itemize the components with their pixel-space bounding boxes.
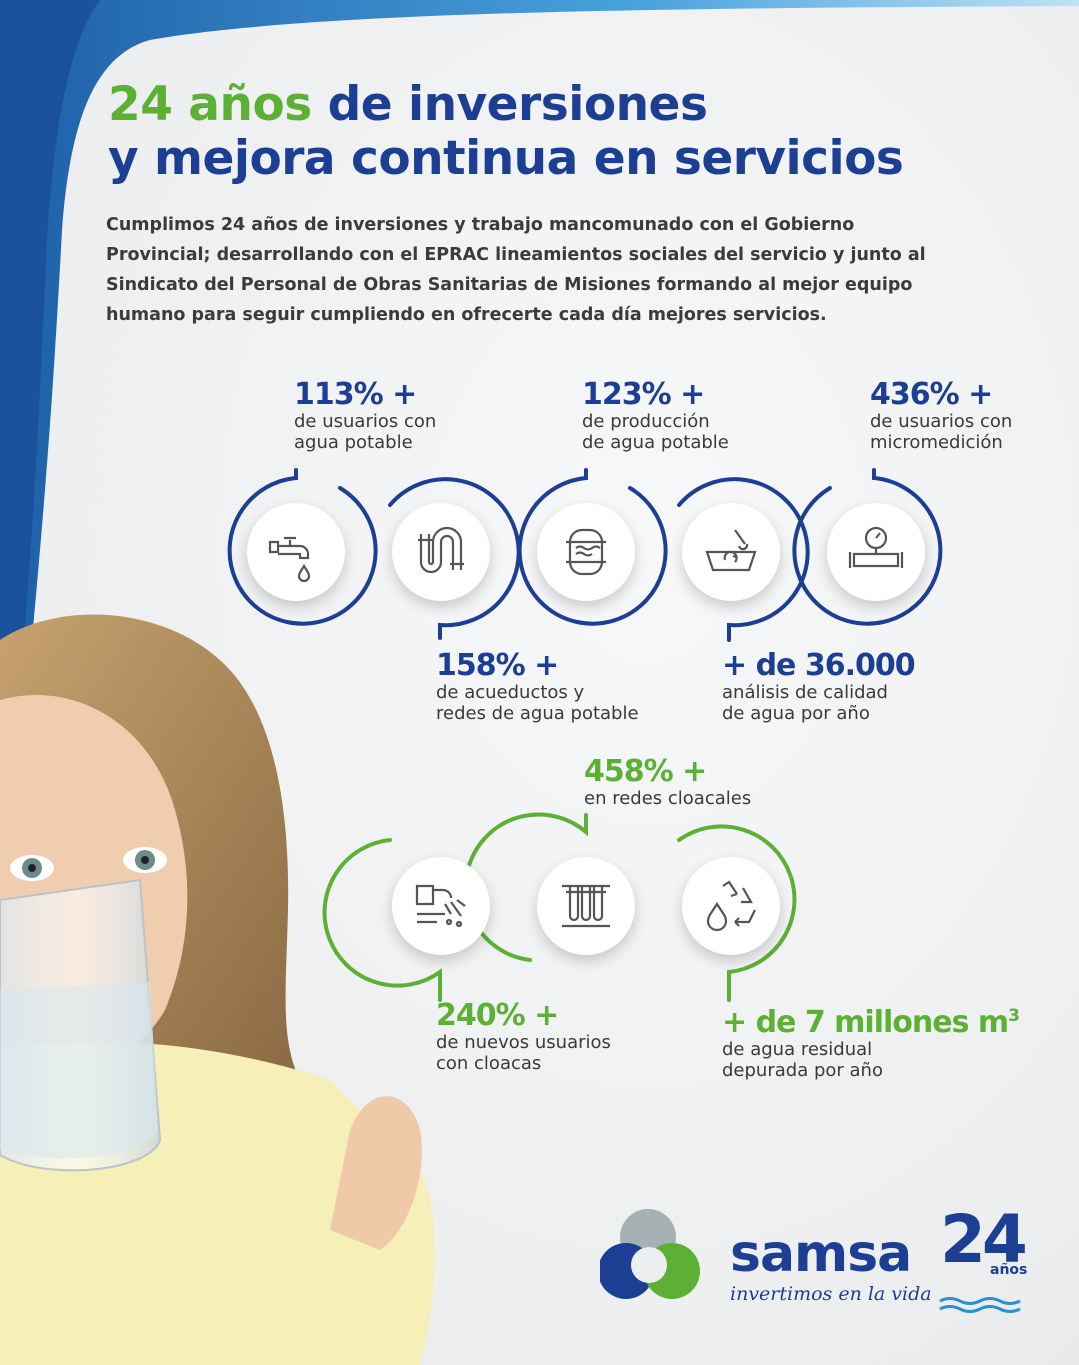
- stat-description: de usuarios con micromedición: [870, 411, 1012, 453]
- stat-water-users: 113% + de usuarios con agua potable: [294, 377, 436, 454]
- lab-analysis-icon: [682, 503, 780, 601]
- stat-desc-line: de usuarios con: [870, 411, 1013, 432]
- stat-description: análisis de calidad de agua por año: [722, 682, 915, 724]
- stat-desc-line: de producción: [582, 411, 710, 432]
- stat-desc-line: de agua residual: [722, 1039, 873, 1060]
- stat-description: en redes cloacales: [584, 788, 751, 809]
- anniversary-word: años: [990, 1262, 1028, 1278]
- sewer-outlet-icon: [392, 857, 490, 955]
- ring-connector: [227, 468, 378, 626]
- title-highlight: 24 años: [108, 77, 312, 132]
- ring-connector: [322, 838, 442, 1002]
- brand-tagline: invertimos en la vida: [730, 1283, 932, 1305]
- page-title: 24 años de inversiones y mejora continua…: [108, 77, 904, 186]
- stat-desc-line: de agua potable: [582, 432, 729, 453]
- stat-desc-line: depurada por año: [722, 1060, 883, 1081]
- title-line1: de inversiones: [311, 77, 708, 132]
- stat-value: 158% +: [436, 648, 559, 683]
- stat-value: + de 7 millones m3: [722, 1000, 1020, 1040]
- ring-connector: [792, 468, 943, 626]
- water-tank-icon: [537, 503, 635, 601]
- stat-quality-analysis: + de 36.000 análisis de calidad de agua …: [722, 648, 916, 725]
- stat-desc-line: de usuarios con: [294, 411, 437, 432]
- stat-value: 458% +: [584, 754, 707, 789]
- stat-desc-line: análisis de calidad: [722, 682, 888, 703]
- stat-value: + de 36.000: [722, 648, 916, 683]
- faucet-icon: [247, 503, 345, 601]
- ring-connector: [463, 812, 588, 962]
- water-meter-icon: [827, 503, 925, 601]
- stat-desc-line: con cloacas: [436, 1053, 542, 1074]
- intro-paragraph: Cumplimos 24 años de inversiones y traba…: [106, 210, 966, 330]
- intro-line: Sindicato del Personal de Obras Sanitari…: [106, 275, 913, 295]
- stat-sewer-users: 240% + de nuevos usuarios con cloacas: [436, 998, 611, 1075]
- sewer-network-icon: [537, 857, 635, 955]
- stat-desc-line: de acueductos y: [436, 682, 585, 703]
- stat-desc-line: redes de agua potable: [436, 703, 639, 724]
- stat-description: de nuevos usuarios con cloacas: [436, 1032, 611, 1074]
- stat-desc-line: agua potable: [294, 432, 413, 453]
- intro-line: humano para seguir cumpliendo en ofrecer…: [106, 305, 827, 325]
- intro-line: Provincial; desarrollando con el EPRAC l…: [106, 245, 926, 265]
- stat-value: 436% +: [870, 377, 993, 412]
- stat-aqueducts: 158% + de acueductos y redes de agua pot…: [436, 648, 639, 725]
- stat-description: de producción de agua potable: [582, 411, 729, 453]
- recycle-water-icon: [682, 857, 780, 955]
- stat-micrometering: 436% + de usuarios con micromedición: [870, 377, 1012, 454]
- ring-connector: [677, 824, 797, 1002]
- stat-water-production: 123% + de producción de agua potable: [582, 377, 729, 454]
- ring-connector: [517, 468, 668, 626]
- girl-drinking-water-image: [0, 614, 435, 1365]
- stat-desc-line: micromedición: [870, 432, 1003, 453]
- stat-desc-line: en redes cloacales: [584, 788, 752, 809]
- stat-value: 113% +: [294, 377, 417, 412]
- stat-description: de acueductos y redes de agua potable: [436, 682, 639, 724]
- ring-connector: [677, 477, 810, 642]
- stat-wastewater-treated: + de 7 millones m3 de agua residual depu…: [722, 1000, 1020, 1081]
- stat-desc-line: de agua por año: [722, 703, 870, 724]
- samsa-logo-mark: [600, 1209, 1021, 1313]
- stat-sewer-networks: 458% + en redes cloacales: [584, 754, 751, 810]
- stat-value: 240% +: [436, 998, 559, 1033]
- stat-value: 123% +: [582, 377, 705, 412]
- intro-line: Cumplimos 24 años de inversiones y traba…: [106, 215, 855, 235]
- anniversary-number: 24: [940, 1201, 1028, 1278]
- brand-name: samsa: [730, 1224, 912, 1284]
- stat-description: de usuarios con agua potable: [294, 411, 436, 453]
- stat-value-exponent: 3: [1008, 1006, 1020, 1026]
- stat-desc-line: de nuevos usuarios: [436, 1032, 611, 1053]
- pipe-icon: [392, 503, 490, 601]
- stat-value-text: + de 7 millones m: [722, 1005, 1009, 1040]
- title-line2: y mejora continua en servicios: [108, 131, 904, 186]
- ring-connector: [388, 477, 521, 640]
- stat-description: de agua residual depurada por año: [722, 1039, 1019, 1081]
